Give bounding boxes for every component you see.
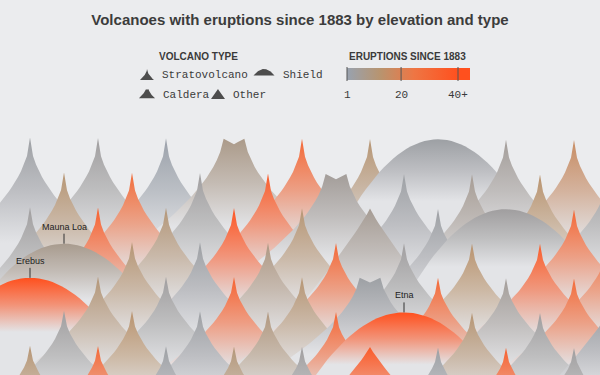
svg-text:Mauna Loa: Mauna Loa [42, 222, 87, 232]
svg-text:Stratovolcano: Stratovolcano [162, 69, 248, 81]
svg-text:Shield: Shield [283, 69, 323, 81]
svg-text:1: 1 [344, 89, 351, 101]
svg-text:Etna: Etna [395, 290, 414, 300]
svg-text:Volcanoes with eruptions since: Volcanoes with eruptions since 1883 by e… [91, 11, 508, 28]
svg-text:Erebus: Erebus [16, 256, 45, 266]
svg-text:20: 20 [395, 89, 408, 101]
svg-text:VOLCANO TYPE: VOLCANO TYPE [159, 51, 238, 62]
svg-text:40+: 40+ [448, 89, 468, 101]
svg-text:Caldera: Caldera [163, 89, 210, 101]
svg-text:Other: Other [233, 89, 266, 101]
svg-text:ERUPTIONS SINCE 1883: ERUPTIONS SINCE 1883 [349, 51, 466, 62]
